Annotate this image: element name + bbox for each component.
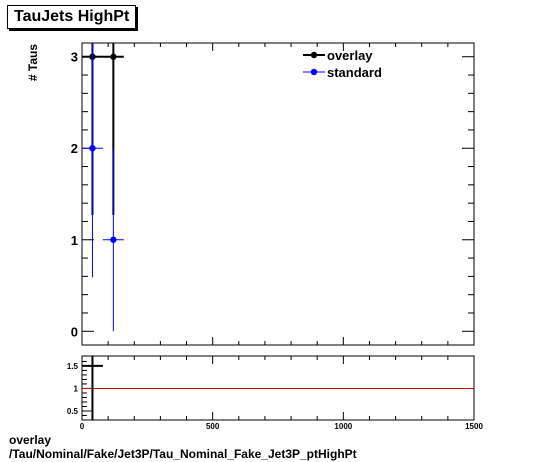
- footer-label: overlay: [9, 433, 52, 447]
- y-tick-label: 0: [71, 324, 78, 339]
- x-tick-label: 500: [206, 422, 220, 431]
- data-point: [110, 53, 117, 60]
- y-tick-label: 3: [71, 50, 78, 65]
- x-tick-label: 1000: [334, 422, 352, 431]
- y-tick-label: 1: [71, 233, 78, 248]
- legend-label: standard: [327, 65, 382, 80]
- y-tick-label: 2: [71, 141, 78, 156]
- ratio-y-tick-label: 0.5: [67, 407, 79, 416]
- legend-marker: [310, 51, 318, 59]
- ratio-y-tick-label: 1: [74, 384, 79, 393]
- y-axis-title: # Taus: [26, 44, 40, 81]
- chart-title: TauJets HighPt: [7, 5, 137, 29]
- ratio-y-tick-label: 1.5: [67, 362, 79, 371]
- data-point: [89, 145, 96, 152]
- footer-path: /Tau/Nominal/Fake/Jet3P/Tau_Nominal_Fake…: [9, 447, 357, 461]
- legend-marker: [310, 68, 318, 76]
- x-tick-label: 1500: [465, 422, 483, 431]
- x-tick-label: 0: [80, 422, 85, 431]
- data-point: [110, 236, 117, 243]
- main-plot-frame: [81, 42, 475, 346]
- legend-label: overlay: [327, 48, 373, 63]
